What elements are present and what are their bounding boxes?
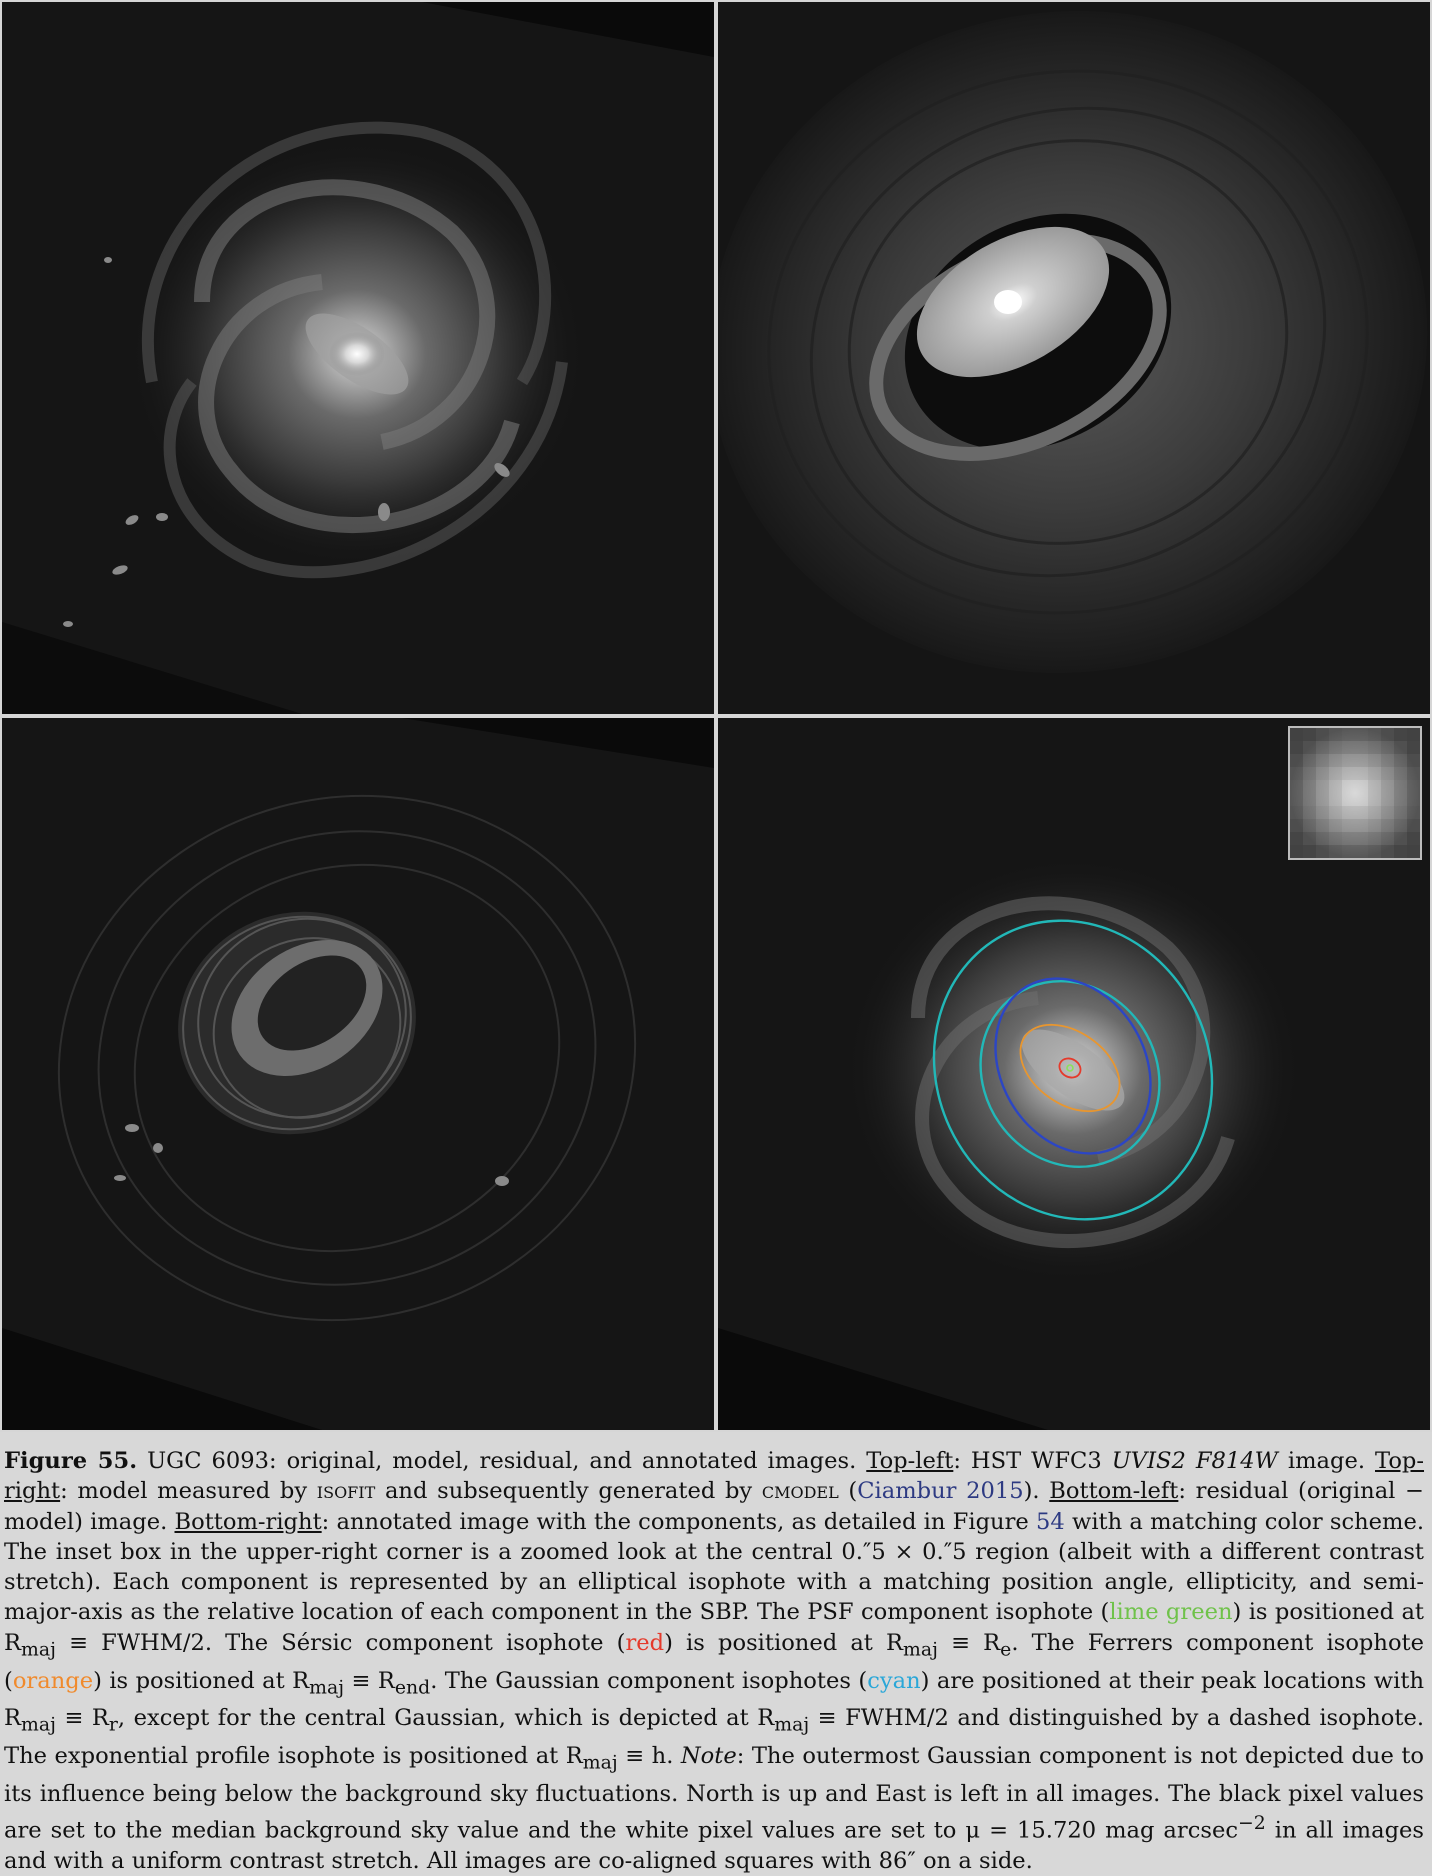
top-right-text: : model measured by	[60, 1478, 317, 1505]
maj-sub: maj	[21, 1639, 56, 1661]
exponential-isophote	[994, 977, 1152, 1155]
bottom-left-text: : residual (original − model) image.	[4, 1478, 1424, 1535]
psf-text: ) is positioned at R	[4, 1599, 1424, 1656]
cmodel-name: cmodel	[761, 1478, 839, 1505]
ferrers-color-word: orange	[12, 1667, 94, 1694]
bottom-right-label: Bottom-right	[174, 1508, 322, 1535]
top-left-text: : HST WFC3	[953, 1448, 1112, 1474]
top-left-label: Top-left	[866, 1448, 954, 1474]
maj-sub: maj	[774, 1714, 810, 1736]
figure-panels	[0, 0, 1432, 1432]
ferrers-sub: end	[394, 1677, 431, 1699]
model-galaxy-image	[718, 2, 1430, 714]
bottom-right-text: : annotated image with the components, a…	[321, 1508, 1036, 1535]
note-exponent: −2	[1237, 1813, 1266, 1835]
cite-close: ).	[1023, 1478, 1040, 1505]
gauss-eq2: ≡ FWHM/2 and distinguished by a dashed i…	[4, 1705, 1424, 1770]
gauss-eq: ≡ R	[55, 1705, 109, 1732]
citation-link[interactable]: Ciambur 2015	[857, 1478, 1024, 1505]
exp-eq: ≡ h.	[617, 1743, 674, 1770]
gaussian-outer-isophote	[932, 919, 1214, 1221]
note-text: : The outermost Gaussian component is no…	[4, 1743, 1425, 1844]
sersic-eq: ≡ R	[937, 1629, 1001, 1656]
sersic-isophote	[1058, 1057, 1082, 1079]
inset-psf-image	[1290, 728, 1420, 858]
figure-ref-link[interactable]: 54	[1036, 1508, 1065, 1535]
psf-isophote	[1066, 1064, 1074, 1072]
annotated-image-panel	[718, 718, 1430, 1430]
original-image-panel	[2, 2, 714, 714]
sersic-text: ) is positioned at R	[664, 1629, 904, 1656]
maj-sub: maj	[21, 1714, 56, 1736]
top-right-label: Top-right	[4, 1448, 1425, 1505]
model-image-panel	[718, 2, 1430, 714]
gauss-color-word: cyan	[867, 1667, 921, 1694]
residual-image-panel	[2, 718, 714, 1430]
gauss-pre: . The Gaussian component isophotes (	[430, 1667, 868, 1694]
maj-sub: maj	[903, 1639, 938, 1661]
sersic-sub: e	[1000, 1639, 1012, 1661]
gauss-text: ) are positioned at their peak locations…	[4, 1667, 1424, 1732]
ferrers-eq: ≡ R	[344, 1667, 395, 1694]
sersic-color-word: red	[625, 1629, 665, 1656]
ferrers-text: ) is positioned at R	[93, 1667, 310, 1694]
maj-sub: maj	[309, 1677, 345, 1699]
filter-name: UVIS2 F814W	[1111, 1448, 1278, 1474]
cite-open: (	[838, 1478, 858, 1505]
original-galaxy-image	[2, 2, 714, 714]
ferrers-pre: . The Ferrers component isophote (	[4, 1629, 1424, 1694]
gauss-sub: r	[108, 1714, 118, 1736]
figure-label: Figure 55.	[4, 1448, 138, 1474]
bottom-right-text2: with a matching color scheme. The inset …	[4, 1508, 1424, 1626]
bottom-left-label: Bottom-left	[1049, 1478, 1179, 1505]
psf-color-word: lime green	[1109, 1599, 1233, 1626]
maj-sub: maj	[582, 1752, 618, 1774]
note-label: Note	[680, 1743, 737, 1770]
figure-title: UGC 6093: original, model, residual, and…	[147, 1448, 857, 1474]
psf-eq: ≡ FWHM/2. The Sérsic component isophote …	[55, 1629, 626, 1656]
top-right-text2: and subsequently generated by	[375, 1478, 762, 1505]
residual-galaxy-image	[2, 718, 714, 1430]
ferrers-isophote	[1019, 1023, 1121, 1113]
isophote-overlay	[932, 919, 1214, 1221]
zoomed-inset-box	[1288, 726, 1422, 860]
gauss-text2: , except for the central Gaussian, which…	[117, 1705, 775, 1732]
top-left-end: image.	[1277, 1448, 1365, 1474]
figure-caption: Figure 55. UGC 6093: original, model, re…	[4, 1446, 1424, 1876]
isofit-name: isofit	[316, 1478, 376, 1505]
